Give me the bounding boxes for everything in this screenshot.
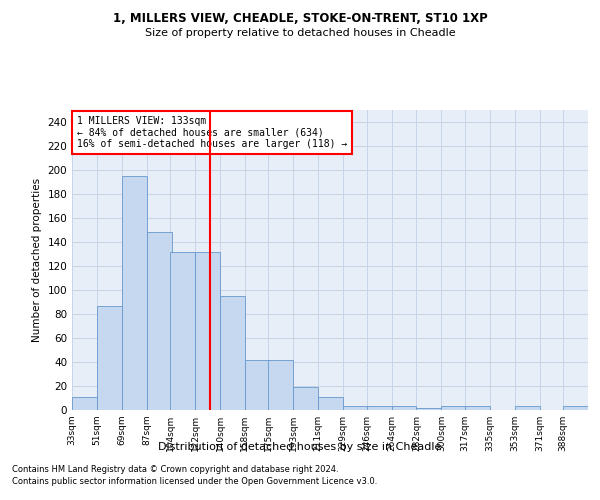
Text: Contains public sector information licensed under the Open Government Licence v3: Contains public sector information licen… xyxy=(12,477,377,486)
Bar xyxy=(220,296,245,410)
Bar xyxy=(465,406,490,410)
Bar xyxy=(268,360,293,410)
Bar xyxy=(97,306,122,410)
Text: Contains HM Land Registry data © Crown copyright and database right 2024.: Contains HM Land Registry data © Crown c… xyxy=(12,466,338,474)
Bar xyxy=(343,406,368,410)
Text: Distribution of detached houses by size in Cheadle: Distribution of detached houses by size … xyxy=(158,442,442,452)
Bar xyxy=(318,397,343,410)
Y-axis label: Number of detached properties: Number of detached properties xyxy=(32,178,42,342)
Bar xyxy=(392,406,416,410)
Text: Size of property relative to detached houses in Cheadle: Size of property relative to detached ho… xyxy=(145,28,455,38)
Text: 1 MILLERS VIEW: 133sqm
← 84% of detached houses are smaller (634)
16% of semi-de: 1 MILLERS VIEW: 133sqm ← 84% of detached… xyxy=(77,116,347,149)
Bar xyxy=(72,397,97,410)
Bar xyxy=(245,360,270,410)
Bar xyxy=(563,406,588,410)
Bar xyxy=(170,252,195,410)
Bar xyxy=(122,176,147,410)
Bar xyxy=(195,252,220,410)
Bar xyxy=(293,387,318,410)
Text: 1, MILLERS VIEW, CHEADLE, STOKE-ON-TRENT, ST10 1XP: 1, MILLERS VIEW, CHEADLE, STOKE-ON-TRENT… xyxy=(113,12,487,26)
Bar xyxy=(147,232,172,410)
Bar xyxy=(367,406,392,410)
Bar xyxy=(416,408,442,410)
Bar xyxy=(442,406,466,410)
Bar xyxy=(515,406,539,410)
